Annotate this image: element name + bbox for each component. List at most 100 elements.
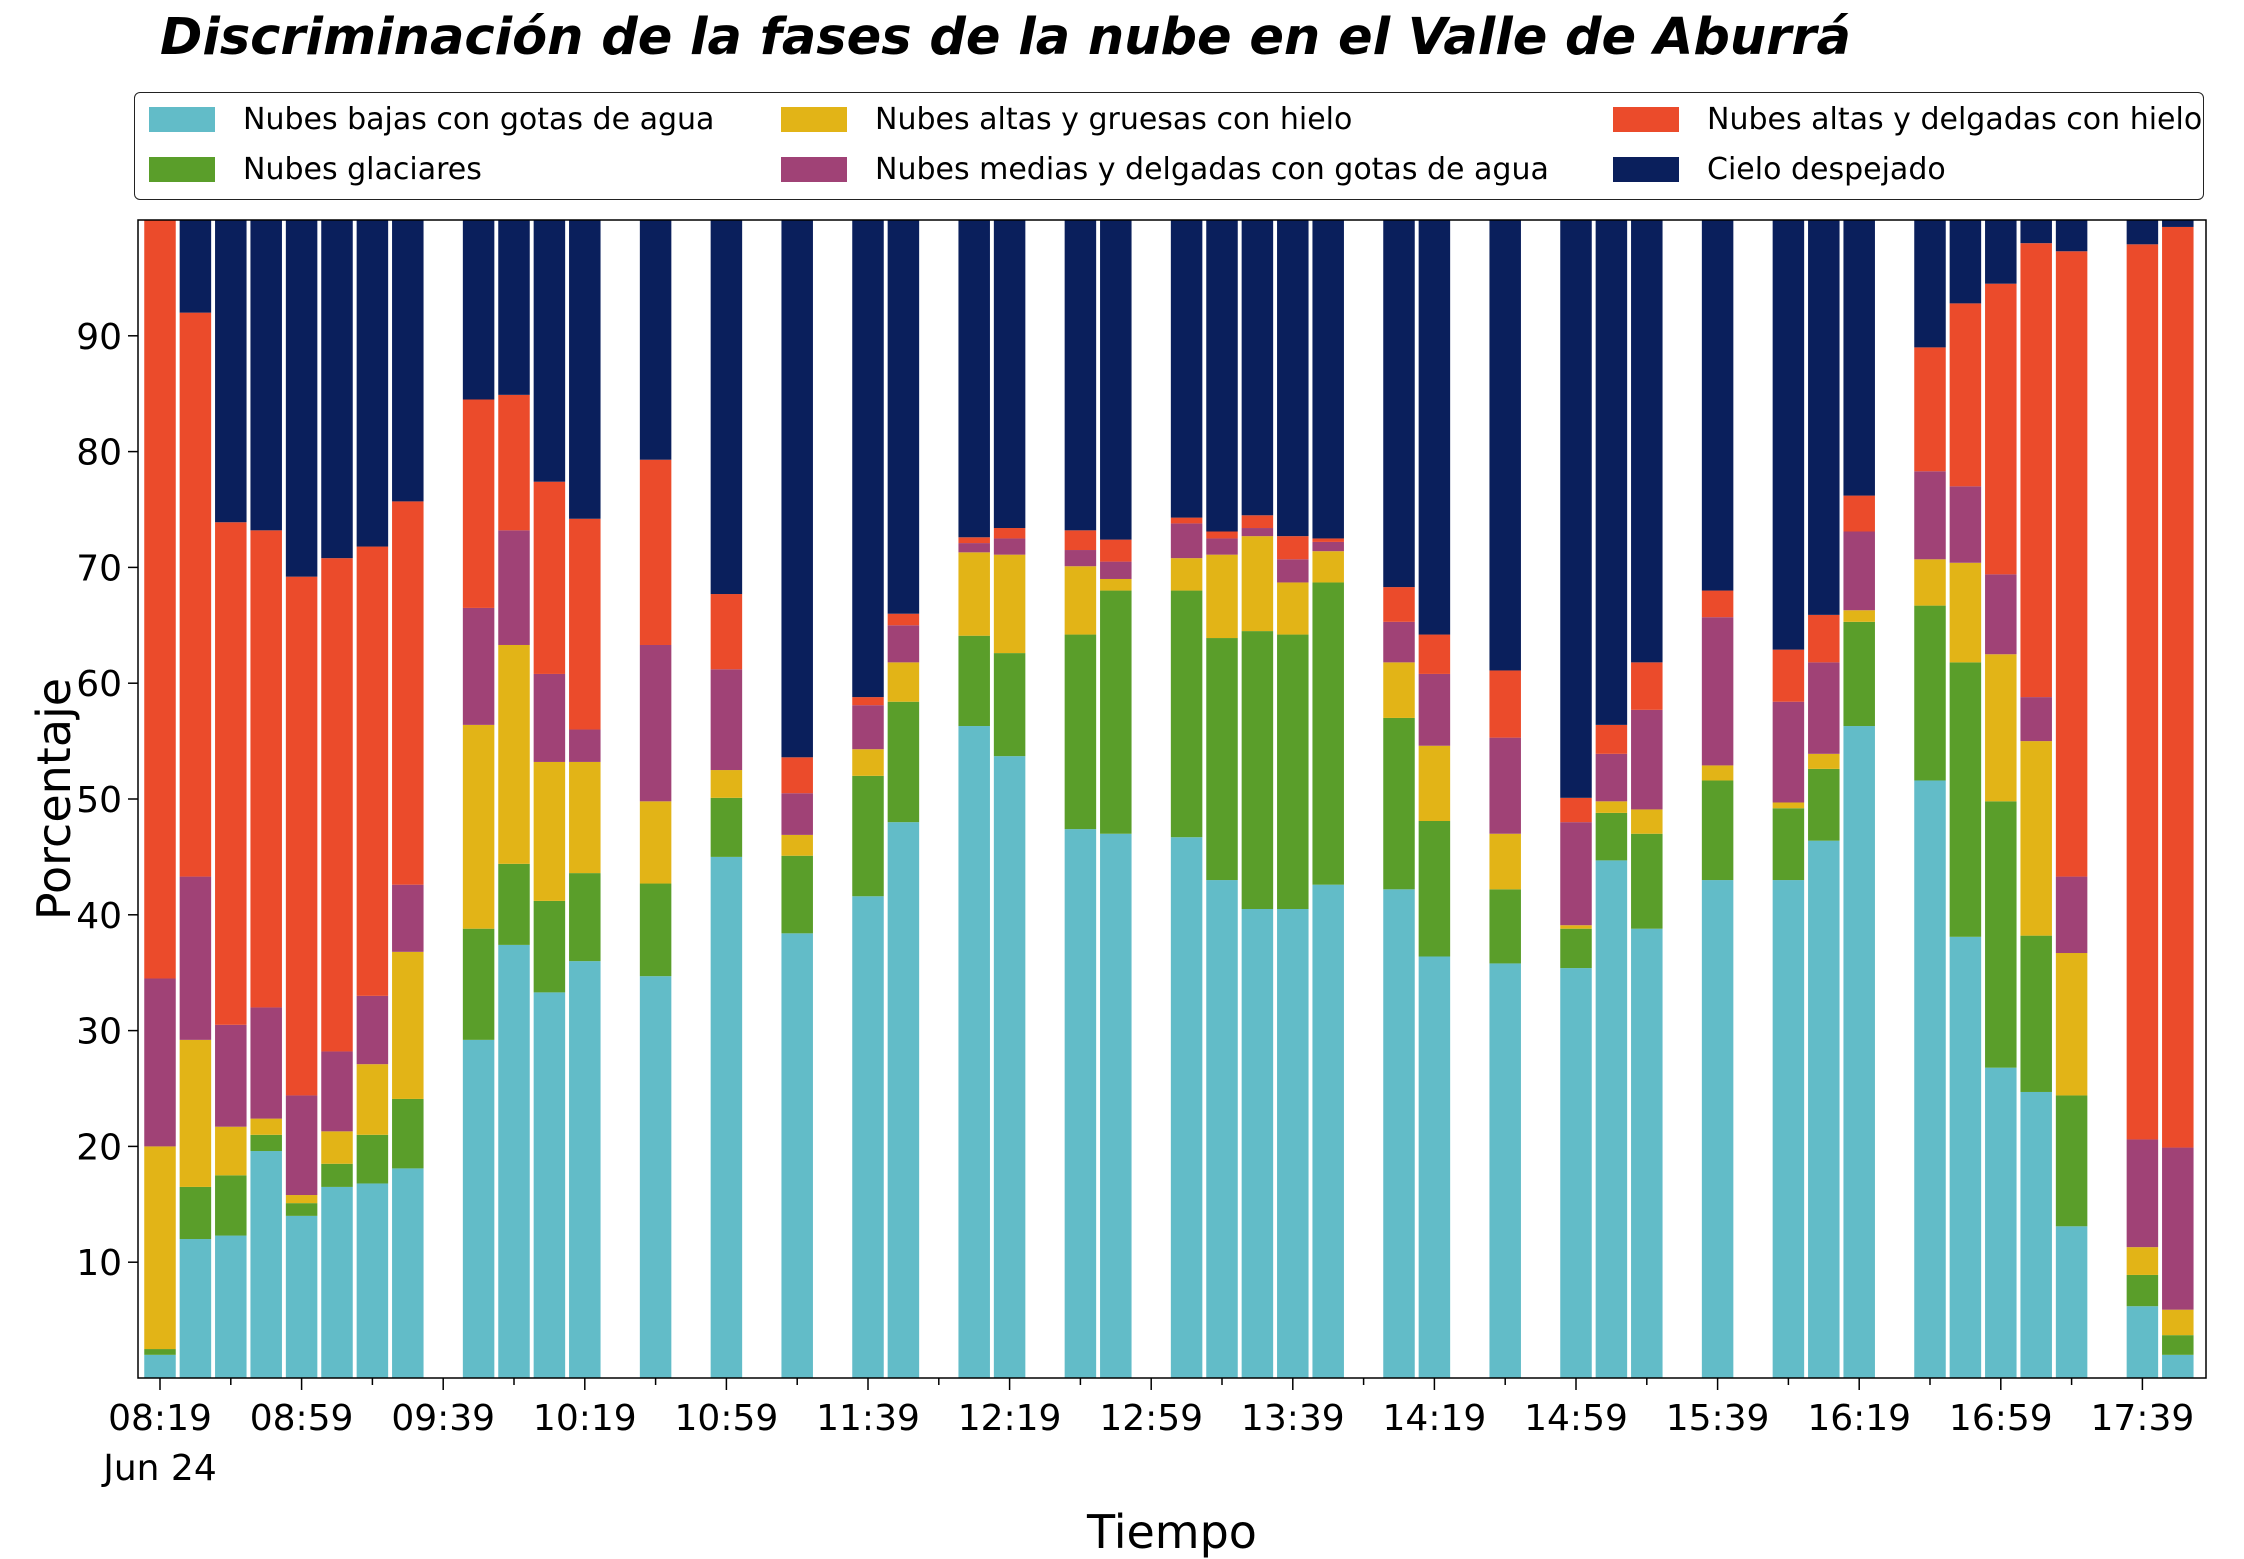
bar-segment [1170,220,1203,518]
bar-segment [639,459,672,645]
bar-segment [1560,925,1592,929]
bar-segment [321,1163,353,1187]
bar-segment [2162,226,2194,1148]
legend-label: Nubes bajas con gotas de agua [243,101,715,137]
bar-segment [1631,833,1663,929]
bar-segment [533,992,566,1378]
bar-segment [1241,220,1274,516]
bar-segment [1914,471,1946,560]
legend-item: Nubes medias y delgadas con gotas de agu… [781,151,1549,187]
bar-segment [462,220,495,400]
bar-segment [1843,621,1875,727]
bar-segment [392,884,424,952]
bar-segment [1064,566,1097,635]
bar-segment [250,530,282,1008]
bar-segment [1241,631,1274,910]
bar-segment [392,1098,424,1169]
bar-segment [1064,634,1097,830]
bar-segment [639,976,672,1378]
x-tick-sublabel: Jun 24 [101,1448,217,1489]
bar-segment [356,1183,389,1378]
bar-segment [852,896,884,1378]
bar-segment [215,220,247,523]
y-axis: 10 20 30 40 50 60 70 80 90 [76,317,138,1284]
legend-swatch [1613,106,1679,132]
bar-segment [462,724,495,929]
bar-segment [1631,662,1663,710]
bar-segment [2020,697,2052,742]
bar-segment [1985,283,2017,575]
x-tick-label: 16:19 [1807,1398,1911,1439]
bar-segment [144,978,176,1147]
bar-segment [1914,605,1946,781]
bar-segment [852,705,884,750]
bar-segment [1100,590,1132,834]
x-tick-label: 16:59 [1949,1398,2053,1439]
bar-segment [1312,541,1344,552]
bar-segment [710,669,743,771]
bar-segment [1064,220,1097,531]
bar-segment [2162,1309,2194,1336]
bar-segment [958,537,990,544]
bar-segment [1206,638,1238,881]
bar-segment [1595,724,1628,754]
chart-title: Discriminación de la fases de la nube en… [160,8,1851,67]
bar-segment [462,399,495,608]
bar-segment [2162,1335,2194,1355]
bar-segment [1808,662,1840,754]
bar-segment [710,797,743,857]
bar-segment [533,761,566,901]
x-axis: 08:19 08:59 09:39 10:19 10:59 11:39 12:19 12:59… [108,1378,2194,1439]
bar-segment [1985,654,2017,802]
x-tick-label: 14:19 [1383,1398,1487,1439]
bar-segment [1949,562,1982,663]
bar-segment [1170,837,1203,1378]
bar-segment [498,530,530,645]
bar-segment [392,1168,424,1378]
bar-segment [1206,220,1238,532]
bar-segment [1206,538,1238,555]
y-tick-label: 40 [76,896,122,937]
y-tick-label: 90 [76,317,122,358]
bar-segment [356,1134,389,1184]
bar-segment [1170,590,1203,838]
bar-segment [462,928,495,1040]
bar-segment [781,933,813,1378]
bar-segment [1595,220,1628,725]
bar-segment [1206,531,1238,539]
bar-segment [2020,741,2052,936]
bar-segment [1383,220,1415,588]
bar-segment [2055,876,2088,954]
bar-segment [1206,880,1238,1378]
bar-segment [993,554,1026,654]
bar-segment [1170,517,1203,524]
legend-label: Nubes altas y delgadas con hielo [1707,101,2203,137]
bar-segment [1772,808,1805,881]
bar-segment [569,761,601,874]
bar-segment [1418,956,1451,1378]
bar-segment [1701,220,1734,591]
bar-segment [1985,220,2017,284]
bar-segment [1100,833,1132,1378]
bar-segment [852,697,884,706]
bar-segment [1418,673,1451,746]
bar-segment [1489,963,1521,1378]
bar-segment [2020,220,2052,244]
bar-segment [569,220,601,519]
bar-segment [1595,812,1628,861]
bar-segment [250,220,282,531]
bar-segment [1772,649,1805,702]
bar-segment [852,220,884,698]
bar-segment [356,546,389,996]
bar-segment [1914,559,1946,606]
bar-segment [569,961,601,1378]
bar-segment [179,1039,212,1187]
bar-segment [1701,590,1734,618]
bar-segment [1241,909,1274,1378]
bar-segment [1064,530,1097,551]
bar-segment [533,481,566,674]
bar-segment [321,220,353,559]
bar-segment [1312,538,1344,542]
bar-segment [179,1186,212,1240]
